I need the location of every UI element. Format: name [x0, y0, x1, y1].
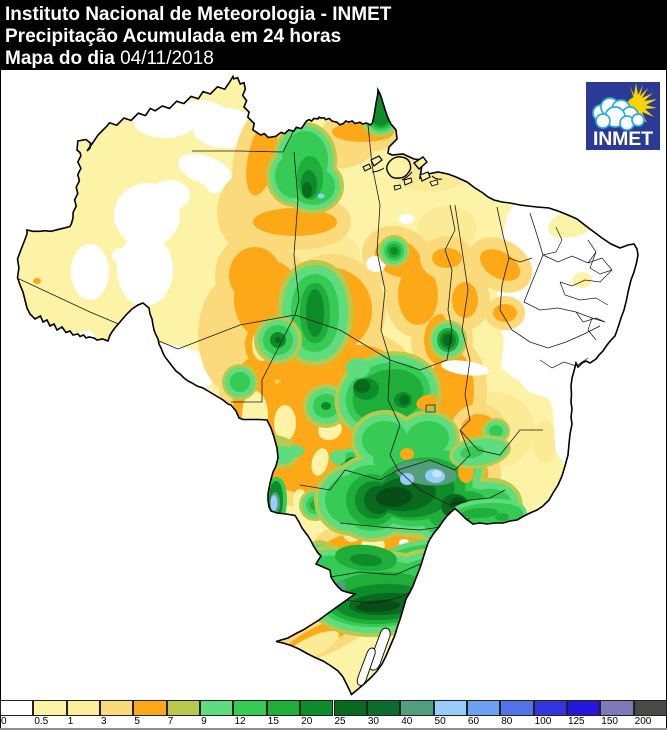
svg-text:INMET: INMET [593, 128, 653, 150]
